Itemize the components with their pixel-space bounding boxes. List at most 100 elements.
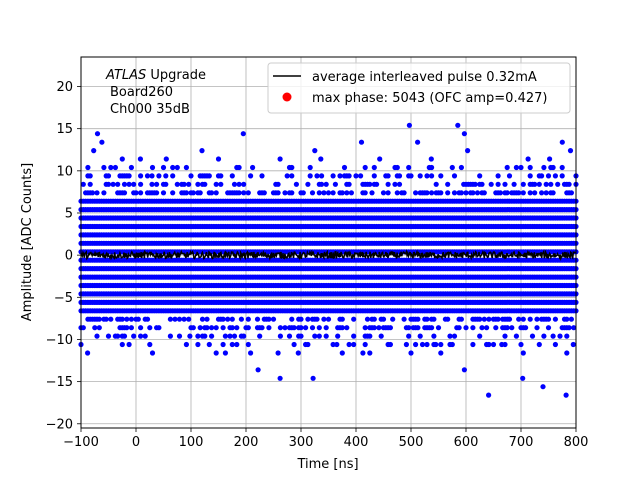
scatter-point	[486, 316, 492, 322]
scatter-point	[248, 350, 254, 356]
scatter-point	[566, 325, 572, 331]
scatter-point	[555, 181, 561, 187]
scatter-point	[367, 181, 373, 187]
scatter-point	[218, 181, 224, 187]
scatter-point	[390, 316, 396, 322]
scatter-point	[245, 316, 251, 322]
scatter-point	[518, 341, 524, 348]
scatter-point	[147, 341, 153, 348]
scatter-point	[138, 333, 144, 339]
x-tick-label: 600	[454, 435, 479, 450]
scatter-point	[433, 341, 439, 348]
scatter-point	[499, 341, 505, 348]
scatter-point	[334, 341, 340, 348]
scatter-point	[305, 181, 311, 187]
scatter-point	[484, 325, 490, 331]
y-tick-label: −15	[46, 375, 73, 390]
scatter-point	[523, 325, 529, 331]
scatter-point	[419, 341, 426, 348]
scatter-point	[220, 316, 226, 322]
scatter-point	[568, 190, 575, 196]
scatter-point	[479, 325, 485, 331]
scatter-point	[470, 341, 476, 348]
scatter-point	[236, 190, 242, 196]
scatter-point	[490, 341, 497, 348]
scatter-point	[506, 173, 513, 179]
scatter-point	[80, 181, 86, 187]
scatter-point	[195, 181, 201, 187]
scatter-point	[380, 316, 387, 322]
scatter-point	[275, 190, 281, 196]
scatter-point	[121, 190, 128, 196]
scatter-point	[119, 316, 125, 322]
scatter-point	[229, 316, 235, 322]
scatter-point	[259, 325, 265, 331]
scatter-point	[163, 181, 169, 187]
scatter-point	[371, 173, 377, 179]
scatter-point	[245, 341, 251, 348]
scatter-point	[451, 333, 458, 339]
scatter-point	[449, 164, 455, 171]
scatter-point	[545, 316, 552, 322]
scatter-point	[186, 181, 192, 187]
scatter-point	[540, 384, 546, 390]
scatter-point	[144, 316, 151, 322]
scatter-point	[307, 164, 313, 171]
x-tick-label: 300	[289, 435, 314, 450]
scatter-point	[318, 156, 324, 162]
scatter-point	[332, 181, 338, 187]
scatter-point	[229, 173, 235, 179]
scatter-point	[270, 316, 277, 322]
scatter-point	[147, 325, 153, 331]
scatter-point	[128, 325, 134, 331]
scatter-point	[424, 316, 430, 322]
scatter-point	[149, 164, 156, 171]
scatter-point	[94, 333, 100, 339]
scatter-point	[529, 333, 536, 339]
scatter-point	[277, 375, 283, 381]
scatter-point	[181, 316, 187, 322]
scatter-point	[541, 164, 547, 171]
scatter-point	[451, 190, 458, 196]
scatter-point	[248, 173, 254, 179]
scatter-point	[209, 190, 215, 196]
scatter-point	[289, 316, 295, 322]
scatter-point	[138, 173, 144, 179]
scatter-point	[371, 164, 377, 171]
annotation: ATLAS Upgrade Board260 Ch000 35dB	[105, 68, 206, 117]
scatter-point	[126, 341, 132, 348]
scatter-point	[202, 333, 208, 339]
scatter-point	[115, 181, 121, 187]
scatter-point	[504, 325, 510, 331]
scatter-point	[174, 164, 180, 171]
scatter-point	[445, 190, 451, 196]
scatter-point	[435, 325, 442, 331]
scatter-point	[186, 316, 192, 322]
scatter-point	[323, 333, 329, 339]
scatter-point	[516, 190, 522, 196]
scatter-point	[85, 350, 91, 356]
scatter-point	[238, 316, 244, 322]
scatter-point	[335, 333, 341, 339]
scatter-point	[236, 164, 242, 171]
scatter-point	[149, 181, 155, 187]
scatter-point	[172, 316, 178, 322]
scatter-point	[518, 164, 524, 171]
scatter-point	[406, 122, 412, 128]
scatter-point	[215, 156, 222, 162]
scatter-point	[190, 325, 196, 331]
scatter-point	[362, 164, 368, 171]
scatter-point	[465, 148, 471, 154]
scatter-point	[534, 316, 540, 322]
scatter-point	[250, 164, 256, 171]
scatter-point	[108, 316, 114, 322]
scatter-point	[495, 173, 501, 179]
scatter-point	[408, 173, 414, 179]
scatter-point	[506, 316, 513, 322]
scatter-point	[458, 316, 464, 322]
scatter-point	[367, 333, 373, 339]
x-tick-label: 0	[132, 435, 140, 450]
scatter-point	[234, 325, 240, 331]
scatter-point	[477, 316, 483, 322]
scatter-point	[567, 148, 574, 154]
